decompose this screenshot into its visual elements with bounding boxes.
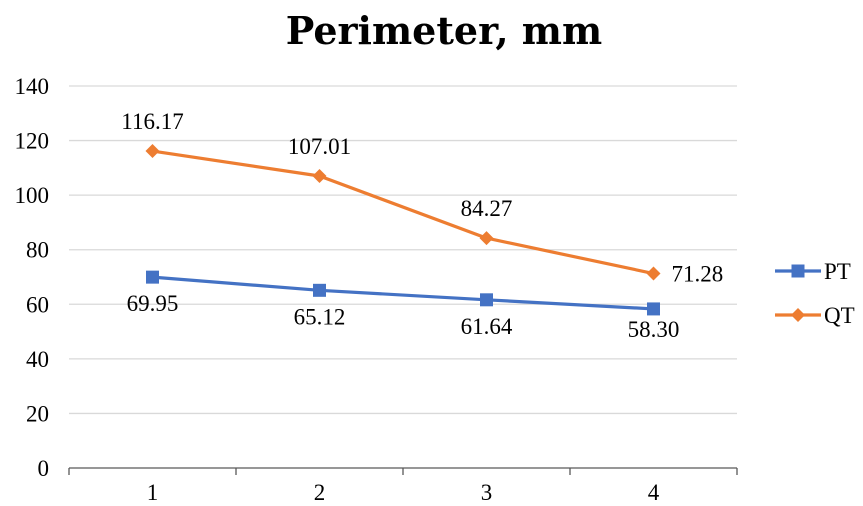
x-tick-label: 1 bbox=[147, 480, 159, 505]
data-label: 69.95 bbox=[127, 291, 179, 316]
y-tick-label: 100 bbox=[15, 183, 50, 208]
data-point bbox=[479, 231, 494, 246]
legend-item-pt: PT bbox=[775, 259, 851, 284]
x-tick-label: 2 bbox=[314, 480, 326, 505]
data-point bbox=[480, 293, 493, 307]
y-tick-label: 80 bbox=[26, 238, 49, 263]
data-point bbox=[647, 302, 660, 316]
legend-label: PT bbox=[824, 259, 851, 284]
y-axis: 0 20 40 60 80 100 120 140 bbox=[15, 74, 50, 481]
y-tick-label: 20 bbox=[26, 401, 49, 426]
chart-title: Perimeter, mm bbox=[286, 8, 602, 53]
legend-marker bbox=[791, 264, 805, 278]
y-tick-label: 60 bbox=[26, 292, 49, 317]
series-line bbox=[152, 275, 654, 311]
data-label: 61.64 bbox=[461, 314, 513, 339]
data-label: 65.12 bbox=[294, 304, 346, 329]
data-point bbox=[646, 266, 661, 281]
legend-label: QT bbox=[824, 303, 855, 328]
x-tick-label: 3 bbox=[481, 480, 493, 505]
gridlines bbox=[69, 85, 737, 415]
series-pt: 69.95 65.12 61.64 58.30 bbox=[127, 270, 680, 342]
y-tick-label: 0 bbox=[38, 456, 50, 481]
data-point bbox=[146, 270, 159, 284]
data-point bbox=[312, 169, 327, 184]
plot-area: 69.95 65.12 61.64 58.30 116.17 107.01 84.27 71.… bbox=[121, 109, 723, 342]
data-label: 107.01 bbox=[288, 134, 351, 159]
data-label: 116.17 bbox=[121, 109, 183, 134]
series-qt: 116.17 107.01 84.27 71.28 bbox=[121, 109, 723, 286]
legend-marker bbox=[791, 308, 805, 322]
series-line bbox=[152, 149, 654, 276]
data-point bbox=[313, 283, 326, 297]
y-tick-label: 120 bbox=[15, 129, 50, 154]
data-label: 84.27 bbox=[461, 196, 513, 221]
x-tick-label: 4 bbox=[648, 480, 660, 505]
data-label: 58.30 bbox=[628, 317, 680, 342]
legend-item-qt: QT bbox=[775, 303, 855, 328]
data-point bbox=[145, 144, 160, 159]
y-tick-label: 40 bbox=[26, 347, 49, 372]
data-label: 71.28 bbox=[672, 262, 724, 287]
y-tick-label: 140 bbox=[15, 74, 50, 99]
x-axis: 1 2 3 4 bbox=[68, 467, 738, 505]
legend: PT QT bbox=[775, 259, 855, 328]
